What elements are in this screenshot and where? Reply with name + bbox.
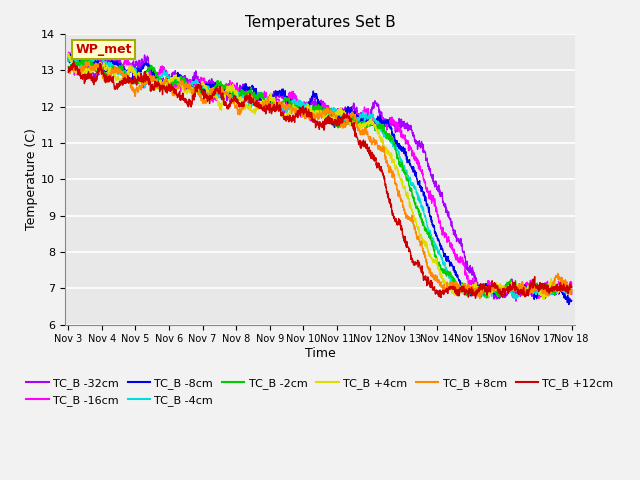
TC_B +8cm [568,288,575,293]
TC_B -4cm [554,287,561,292]
TC_B +12cm [90,77,98,83]
TC_B +8cm [554,275,561,280]
Line: TC_B -32cm: TC_B -32cm [68,49,572,299]
TC_B +4cm [296,108,304,114]
TC_B -16cm [65,49,72,55]
TC_B +4cm [65,50,72,56]
TC_B -16cm [512,298,520,304]
TC_B +4cm [540,297,548,302]
TC_B -2cm [461,286,468,291]
TC_B -8cm [565,301,573,307]
TC_B -8cm [65,59,72,64]
TC_B +4cm [554,288,561,294]
TC_B +8cm [65,69,72,74]
TC_B -32cm [65,57,72,62]
X-axis label: Time: Time [305,347,335,360]
TC_B +4cm [568,288,575,294]
TC_B -2cm [65,63,72,69]
TC_B -16cm [65,52,72,58]
TC_B -32cm [90,72,98,77]
TC_B -32cm [490,296,498,302]
TC_B +12cm [296,107,304,112]
TC_B +12cm [472,295,479,301]
Title: Temperatures Set B: Temperatures Set B [244,15,396,30]
TC_B -32cm [554,287,561,293]
TC_B -4cm [310,110,317,116]
TC_B -4cm [90,57,98,63]
TC_B -2cm [554,288,561,294]
TC_B -2cm [554,285,561,290]
TC_B -2cm [90,66,98,72]
TC_B +8cm [461,281,468,287]
TC_B -32cm [568,291,575,297]
TC_B -8cm [296,107,304,112]
TC_B -32cm [70,47,77,52]
TC_B -4cm [96,50,104,56]
Line: TC_B +8cm: TC_B +8cm [68,61,572,299]
TC_B -4cm [296,97,304,103]
TC_B +4cm [310,112,317,118]
TC_B -16cm [296,105,304,110]
Legend: TC_B -32cm, TC_B -16cm, TC_B -8cm, TC_B -4cm, TC_B -2cm, TC_B +4cm, TC_B +8cm, T: TC_B -32cm, TC_B -16cm, TC_B -8cm, TC_B … [22,374,618,410]
TC_B +12cm [65,70,72,75]
TC_B +8cm [310,115,317,120]
TC_B -4cm [511,296,519,301]
TC_B +4cm [461,280,468,286]
TC_B -4cm [65,53,72,59]
TC_B +8cm [476,296,484,301]
TC_B -4cm [568,284,575,290]
TC_B +12cm [461,292,468,298]
TC_B -32cm [296,111,304,117]
TC_B +12cm [310,119,317,125]
TC_B -2cm [296,108,304,114]
TC_B -2cm [310,108,317,113]
TC_B +12cm [568,284,575,290]
TC_B -8cm [553,287,561,293]
TC_B -2cm [483,295,491,301]
TC_B -8cm [71,50,79,56]
Line: TC_B -8cm: TC_B -8cm [68,53,572,304]
TC_B -16cm [554,287,561,292]
TC_B -8cm [568,298,575,303]
TC_B -4cm [554,286,561,292]
TC_B +12cm [554,288,561,294]
Line: TC_B -4cm: TC_B -4cm [68,53,572,299]
TC_B +4cm [554,287,561,293]
TC_B -16cm [310,117,317,123]
TC_B -8cm [310,88,317,94]
TC_B +4cm [65,53,72,59]
TC_B -32cm [554,284,561,290]
TC_B +12cm [554,286,561,292]
TC_B +4cm [90,64,98,70]
TC_B -2cm [77,57,85,62]
TC_B -8cm [461,286,468,292]
TC_B +12cm [70,58,77,64]
Line: TC_B +4cm: TC_B +4cm [68,53,572,300]
TC_B -8cm [554,287,561,293]
Text: WP_met: WP_met [75,43,132,56]
Line: TC_B -2cm: TC_B -2cm [68,60,572,298]
TC_B +8cm [296,108,304,114]
TC_B +8cm [85,59,93,64]
TC_B -16cm [568,282,575,288]
TC_B -16cm [461,264,468,270]
Line: TC_B -16cm: TC_B -16cm [68,52,572,301]
Line: TC_B +12cm: TC_B +12cm [68,61,572,298]
TC_B +8cm [554,275,561,280]
TC_B -32cm [310,103,317,108]
TC_B -32cm [461,253,468,259]
TC_B -4cm [461,288,468,294]
TC_B -16cm [90,61,98,67]
TC_B +8cm [90,66,98,72]
TC_B -8cm [90,60,98,66]
TC_B -2cm [568,287,575,292]
Y-axis label: Temperature (C): Temperature (C) [26,128,38,230]
TC_B -16cm [554,286,561,291]
